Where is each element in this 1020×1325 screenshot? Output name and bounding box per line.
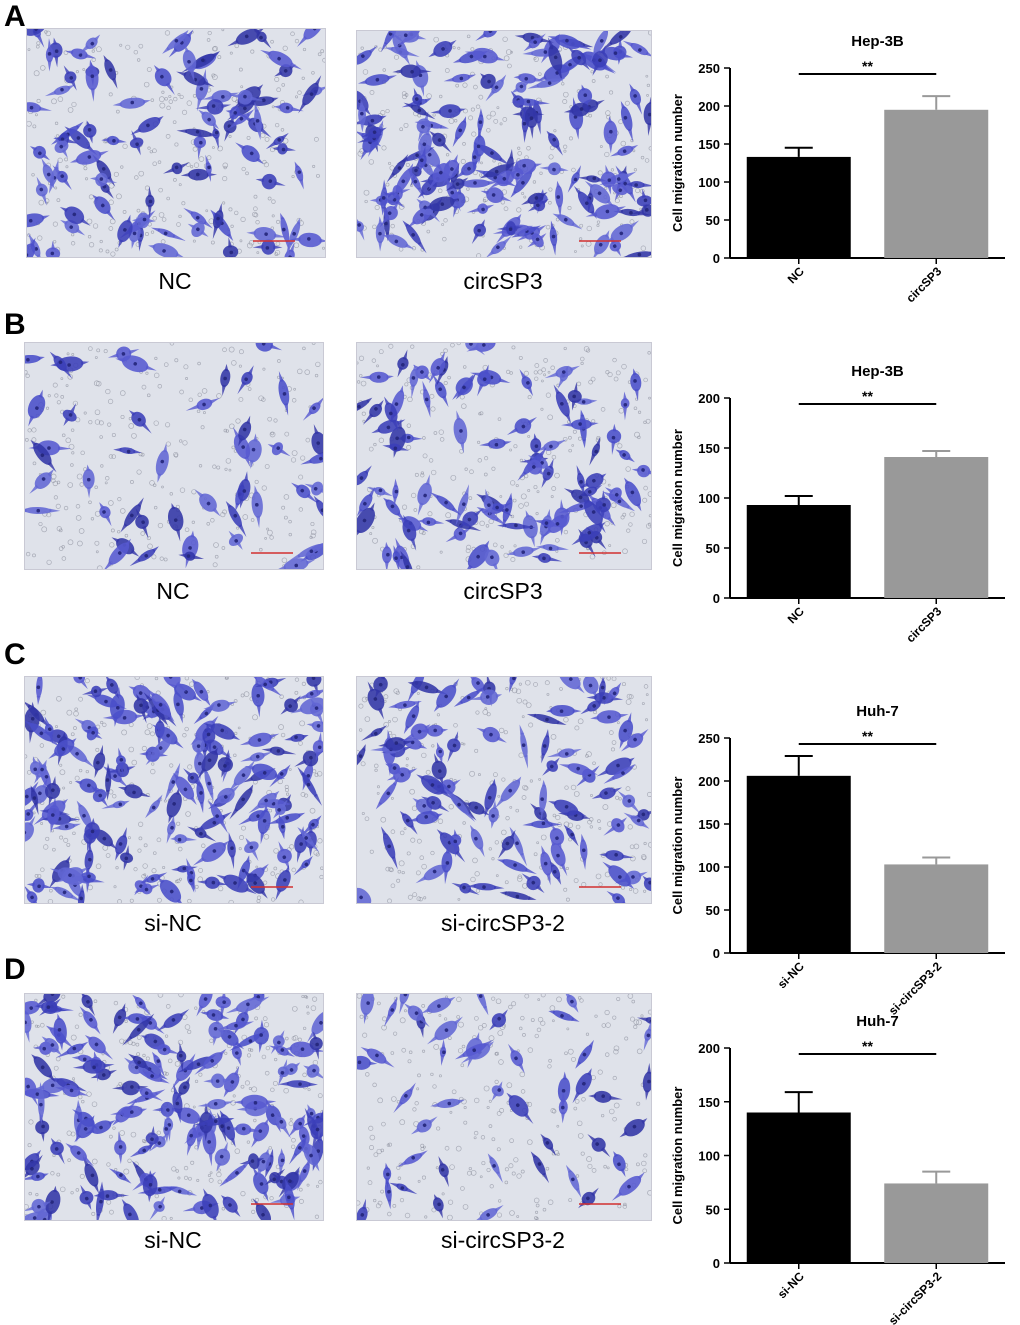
significance-marker: ** [862,388,873,404]
significance-marker: ** [862,728,873,744]
bar-chart: Huh-7 Cell migration number 0 50 100 150 200 si… [660,980,1010,1325]
x-tick-label: circSP3 [903,604,944,645]
y-axis-label: Cell migration number [670,777,685,915]
micrograph-label: si-NC [24,1227,322,1254]
chart-title: Huh-7 [856,703,899,720]
y-tick-label: 250 [698,61,720,76]
x-tick-label: NC [785,604,807,626]
micrograph-label: si-circSP3-2 [356,910,650,937]
bar-chart: Hep-3B Cell migration number 0 50 100 150 200 N… [660,330,1010,660]
bar [747,157,851,258]
micrograph-image [356,342,652,570]
y-tick-label: 50 [706,541,720,556]
y-tick-label: 100 [698,175,720,190]
y-tick-label: 200 [698,391,720,406]
y-tick-label: 0 [713,1256,720,1271]
y-tick-label: 0 [713,591,720,606]
y-axis-label: Cell migration number [670,1087,685,1225]
micrograph-image [356,30,652,258]
micrograph-image [356,993,652,1221]
micrograph-label: si-NC [24,910,322,937]
panel-letter: B [4,310,26,340]
x-tick-label: si-NC [775,1269,807,1301]
y-tick-label: 150 [698,441,720,456]
y-tick-label: 0 [713,946,720,961]
x-tick-label: circSP3 [903,264,944,305]
significance-marker: ** [862,58,873,74]
y-tick-label: 50 [706,903,720,918]
panel-letter: D [4,955,26,985]
micrograph-label: circSP3 [356,578,650,605]
micrograph-image [26,28,326,258]
y-tick-label: 100 [698,1149,720,1164]
x-tick-label: NC [785,264,807,286]
chart-title: Hep-3B [851,33,904,50]
bar [747,776,851,953]
y-tick-label: 0 [713,251,720,266]
y-axis-label: Cell migration number [670,94,685,232]
bar [884,864,988,953]
chart-title: Huh-7 [856,1013,899,1030]
y-tick-label: 200 [698,99,720,114]
y-tick-label: 150 [698,1095,720,1110]
micrograph-label: NC [24,578,322,605]
micrograph-label: si-circSP3-2 [356,1227,650,1254]
micrograph-label: circSP3 [356,268,650,295]
y-tick-label: 200 [698,1041,720,1056]
micrograph-label: NC [26,268,324,295]
y-tick-label: 50 [706,1202,720,1217]
micrograph-image [24,676,324,904]
micrograph-image [24,342,324,570]
bar [884,1183,988,1263]
bar [884,110,988,258]
bar [747,1113,851,1264]
bar [747,505,851,598]
y-tick-label: 150 [698,137,720,152]
bar-chart: Huh-7 Cell migration number 0 50 100 150 200 25… [660,670,1010,1015]
bar [884,457,988,598]
y-tick-label: 100 [698,860,720,875]
chart-title: Hep-3B [851,363,904,380]
y-tick-label: 100 [698,491,720,506]
micrograph-image [24,993,324,1221]
panel-letter: C [4,640,26,670]
y-tick-label: 200 [698,774,720,789]
y-tick-label: 50 [706,213,720,228]
micrograph-image [356,676,652,904]
y-tick-label: 150 [698,817,720,832]
y-tick-label: 250 [698,731,720,746]
y-axis-label: Cell migration number [670,429,685,567]
bar-chart: Hep-3B Cell migration number 0 50 100 150 200 2… [660,0,1010,320]
x-tick-label: si-circSP3-2 [886,1269,945,1325]
panel-letter: A [4,2,26,32]
significance-marker: ** [862,1038,873,1054]
